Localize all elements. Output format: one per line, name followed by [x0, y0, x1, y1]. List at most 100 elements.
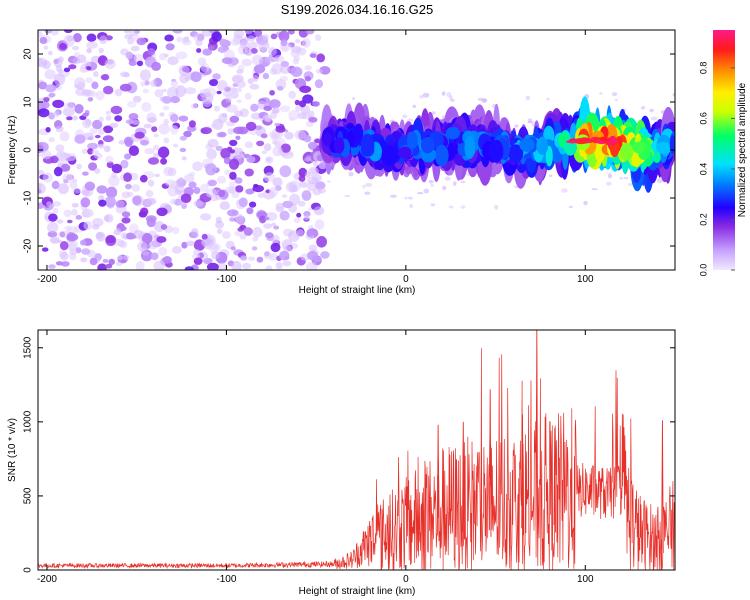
noise-blob [55, 261, 63, 266]
noise-blob [48, 92, 56, 98]
noise-blob [311, 171, 317, 178]
band-speckle [623, 176, 629, 180]
y-tick-label: 500 [23, 487, 34, 504]
noise-blob [96, 185, 108, 194]
noise-blob [272, 145, 284, 157]
band-speckle [449, 98, 455, 103]
noise-blob [298, 100, 307, 108]
noise-blob [318, 162, 327, 170]
noise-blob [80, 257, 88, 263]
noise-blob [281, 194, 288, 198]
noise-blob [263, 105, 273, 111]
y-tick-label: 0 [23, 567, 34, 573]
noise-blob [55, 125, 64, 133]
noise-blob [246, 156, 256, 163]
noise-blob [252, 226, 263, 238]
noise-blob [57, 183, 69, 195]
noise-blob [111, 163, 123, 174]
noise-blob [258, 41, 270, 51]
noise-blob [175, 51, 188, 60]
noise-blob [181, 156, 187, 161]
noise-blob [72, 57, 81, 65]
y-tick-label: -20 [23, 238, 34, 253]
noise-blob [272, 177, 283, 187]
noise-blob [228, 158, 240, 170]
noise-blob [232, 76, 242, 84]
noise-blob [108, 175, 120, 187]
colorbar: 0.0 0.2 0.4 0.6 0.8 Normalized spectral ampl… [698, 30, 748, 276]
noise-blob [233, 126, 244, 135]
noise-blob [179, 147, 187, 153]
noise-blob [190, 228, 199, 237]
noise-blob [248, 41, 258, 49]
noise-blob [190, 71, 202, 83]
noise-blob [282, 200, 293, 209]
noise-blob [252, 236, 259, 242]
noise-blob [304, 171, 311, 178]
noise-blob [97, 263, 107, 270]
band-speckle [419, 95, 424, 99]
noise-blob [91, 224, 100, 230]
noise-blob [299, 85, 312, 94]
noise-blob [216, 90, 222, 95]
noise-blob [270, 133, 278, 141]
noise-blob [58, 56, 64, 62]
band-core [575, 141, 587, 145]
band-speckle [430, 203, 436, 207]
noise-blob [200, 238, 213, 246]
noise-blob [262, 33, 269, 41]
band-speckle [404, 196, 408, 200]
band-speckle [656, 178, 664, 184]
noise-blob [265, 156, 274, 164]
noise-blob [44, 69, 56, 80]
noise-blob [75, 215, 83, 220]
band-speckle [611, 92, 618, 97]
noise-blob [135, 261, 145, 270]
noise-blob [130, 235, 137, 239]
noise-blob [53, 73, 66, 86]
noise-blob [142, 251, 150, 256]
noise-blob [124, 30, 130, 34]
band-speckle [640, 105, 646, 110]
band-speckle [352, 97, 356, 100]
noise-blob [206, 148, 217, 160]
colorbar-tick-label: 0.0 [698, 264, 708, 277]
noise-blob [38, 81, 48, 90]
noise-blob [99, 35, 108, 45]
noise-blob [288, 151, 294, 156]
noise-blob [314, 181, 326, 190]
band-cell [620, 142, 634, 161]
noise-blob [184, 266, 194, 270]
noise-blob [108, 258, 115, 266]
noise-blob [304, 65, 312, 71]
noise-blob [41, 150, 52, 160]
noise-blob [200, 183, 209, 193]
noise-blob [263, 251, 272, 260]
noise-blob [140, 81, 146, 87]
noise-blob [159, 112, 165, 117]
x-tick-label: 100 [577, 574, 594, 585]
noise-blob [120, 232, 127, 240]
band-speckle [364, 191, 371, 195]
noise-blob [188, 181, 197, 189]
noise-blob [241, 58, 253, 67]
noise-blob [79, 67, 88, 74]
band-speckle [619, 176, 623, 180]
noise-blob [240, 255, 248, 261]
noise-blob [43, 97, 50, 103]
noise-blob [82, 112, 89, 117]
band-speckle [607, 173, 613, 179]
colorbar-tick-label: 0.2 [698, 213, 708, 226]
noise-blob [182, 39, 192, 46]
band-speckle [546, 97, 550, 101]
noise-blob [154, 89, 164, 98]
noise-blob [86, 47, 92, 54]
noise-blob [249, 83, 260, 90]
noise-blob [251, 54, 264, 66]
noise-blob [259, 215, 267, 224]
noise-blob [272, 106, 280, 114]
noise-blob [114, 88, 123, 97]
noise-blob [303, 214, 310, 221]
noise-blob [47, 221, 59, 233]
x-tick-label: 0 [403, 574, 409, 585]
